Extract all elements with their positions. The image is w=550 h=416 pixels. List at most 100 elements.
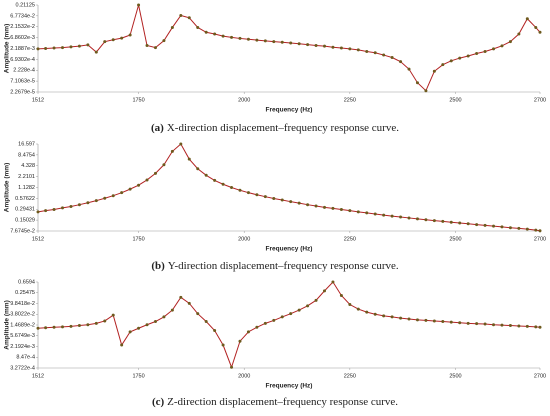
data-point [187, 157, 191, 161]
data-point [213, 32, 217, 36]
data-point [500, 44, 504, 48]
data-point [314, 298, 318, 302]
data-point [120, 191, 124, 195]
x-tick-label: 2500 [449, 97, 461, 103]
data-point [475, 322, 479, 326]
data-point [390, 214, 394, 218]
data-point [458, 321, 462, 325]
data-point [128, 330, 132, 334]
x-tick-label: 1750 [132, 97, 144, 103]
data-point [534, 325, 538, 329]
data-point [61, 206, 65, 210]
data-point [407, 67, 411, 71]
data-point [322, 44, 326, 48]
y-tick-label: 6.8602e-3 [10, 35, 35, 41]
caption-text: Z-direction displacement–frequency respo… [167, 396, 398, 408]
data-point [466, 222, 470, 226]
data-point [145, 323, 149, 327]
data-point [255, 193, 259, 197]
data-point [538, 325, 542, 329]
x-tick-label: 2000 [238, 373, 250, 379]
data-point [399, 60, 403, 64]
data-point [297, 201, 301, 205]
data-point [255, 38, 259, 42]
data-point [69, 324, 73, 328]
data-point [297, 308, 301, 312]
data-point [263, 321, 267, 325]
caption: (c) Z-direction displacement–frequency re… [152, 396, 398, 408]
data-point [213, 329, 217, 333]
x-axis-title: Frequency (Hz) [266, 107, 313, 114]
data-point [52, 325, 56, 329]
y-tick-label: 0.6594 [18, 279, 35, 285]
data-point [179, 14, 183, 18]
data-point [483, 223, 487, 227]
data-point [424, 218, 428, 222]
data-point [356, 210, 360, 214]
data-point [153, 320, 157, 324]
data-point [272, 318, 276, 322]
data-point [103, 40, 107, 44]
data-point [44, 46, 48, 50]
data-point [483, 322, 487, 326]
data-point [61, 46, 65, 50]
data-point [36, 326, 40, 330]
data-point [230, 365, 234, 369]
data-point [365, 211, 369, 215]
x-tick-label: 2700 [534, 373, 546, 379]
data-point [534, 228, 538, 232]
response-line [37, 281, 541, 369]
data-point [432, 69, 436, 73]
y-tick-label: 3.8022e-2 [10, 312, 35, 318]
data-point [331, 280, 335, 284]
y-tick-label: 8.4754 [18, 152, 35, 158]
data-point [441, 219, 445, 223]
data-point [69, 204, 73, 208]
data-point [525, 227, 529, 231]
data-point [466, 54, 470, 58]
data-point [508, 324, 512, 328]
data-point [390, 56, 394, 60]
y-tick-label: 9.8418e-2 [10, 301, 35, 307]
data-point [331, 45, 335, 49]
y-tick-label: 2.2101 [18, 174, 35, 180]
y-tick-label: 6.9302e-4 [10, 57, 35, 63]
data-point [145, 43, 149, 47]
data-point [517, 32, 521, 36]
data-point [466, 321, 470, 325]
caption-label: (a) [151, 122, 164, 134]
y-axis-title: Amplitude (mm) [4, 163, 11, 212]
data-point [483, 49, 487, 53]
data-point [373, 51, 377, 55]
x-tick-label: 2500 [449, 236, 461, 242]
data-point [52, 46, 56, 50]
response-line [37, 4, 541, 92]
data-point [289, 200, 293, 204]
data-point [77, 203, 81, 207]
data-point [306, 43, 310, 47]
x-tick-label: 2700 [534, 236, 546, 242]
x-tick-label: 2250 [344, 236, 356, 242]
data-point [348, 209, 352, 213]
y-tick-label: 0.21125 [16, 2, 35, 8]
data-point [137, 3, 141, 7]
data-point [517, 226, 521, 230]
data-point [36, 210, 40, 214]
data-point [441, 63, 445, 67]
data-point [61, 325, 65, 329]
data-point [390, 315, 394, 319]
data-point [272, 197, 276, 201]
data-point [94, 321, 98, 325]
data-point [221, 34, 225, 38]
data-point [86, 323, 90, 327]
data-point [221, 343, 225, 347]
data-point [415, 217, 419, 221]
data-point [170, 25, 174, 29]
data-point [331, 206, 335, 210]
caption-label: (c) [152, 396, 165, 408]
data-point [255, 325, 259, 329]
y-tick-label: 5.6749e-3 [10, 333, 35, 339]
data-point [69, 45, 73, 49]
data-point [492, 323, 496, 327]
data-point [289, 41, 293, 45]
